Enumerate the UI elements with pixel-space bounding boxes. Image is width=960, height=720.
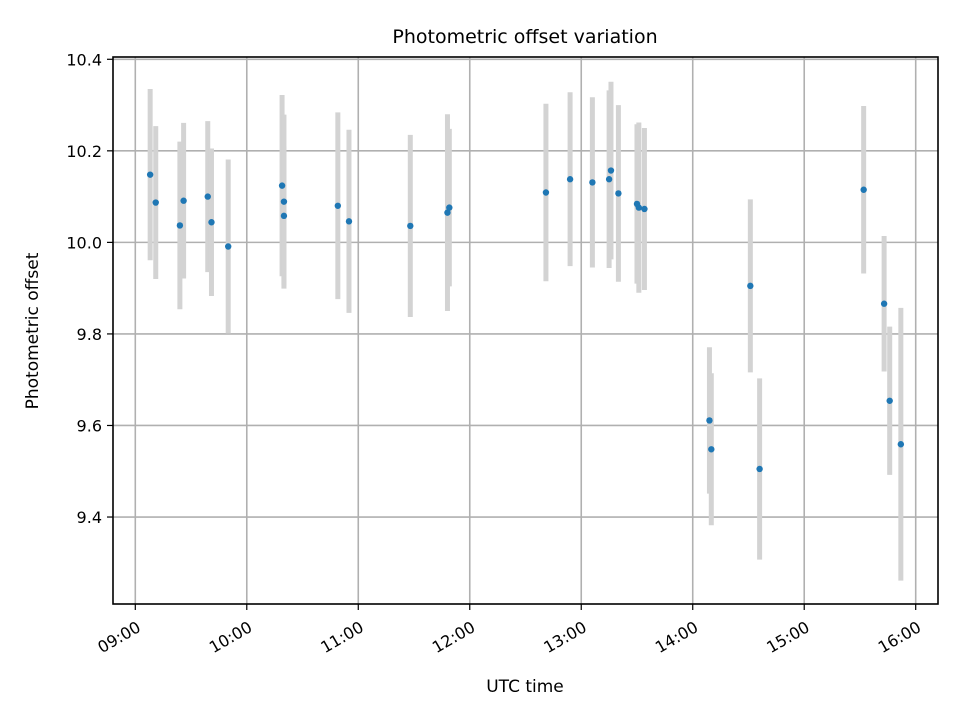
data-point — [278, 182, 286, 189]
data-point — [225, 243, 232, 250]
y-tick-label: 9.6 — [77, 416, 102, 435]
data-point — [897, 441, 905, 448]
data-point — [635, 204, 643, 211]
x-axis-label: UTC time — [486, 677, 564, 697]
data-point — [607, 167, 615, 174]
data-point — [566, 176, 574, 183]
data-point — [615, 190, 622, 197]
data-point — [334, 202, 342, 209]
chart-title: Photometric offset variation — [392, 26, 657, 48]
y-tick-label: 10.0 — [66, 233, 102, 252]
data-point — [747, 282, 754, 290]
data-point — [208, 219, 215, 226]
data-point — [542, 189, 550, 196]
data-point — [280, 212, 288, 220]
y-tick-label: 10.2 — [66, 142, 102, 161]
data-points — [146, 167, 905, 473]
y-tick-label: 10.4 — [66, 50, 102, 69]
y-tick-label: 9.4 — [77, 508, 102, 527]
data-point — [641, 205, 648, 213]
data-point — [180, 197, 187, 204]
plot-frame — [112, 56, 939, 605]
y-tick-label: 9.8 — [77, 325, 102, 344]
y-axis-label: Photometric offset — [23, 252, 43, 409]
data-point — [280, 198, 288, 205]
grid — [113, 57, 938, 604]
data-point — [605, 176, 613, 183]
data-point — [886, 397, 893, 404]
data-point — [152, 199, 159, 206]
data-point — [706, 417, 713, 424]
data-point — [407, 222, 414, 230]
data-point — [708, 446, 715, 453]
data-point — [146, 171, 154, 178]
data-point — [446, 204, 453, 211]
data-point — [880, 300, 888, 307]
data-point — [204, 193, 211, 200]
data-point — [444, 209, 451, 216]
data-point — [589, 179, 596, 186]
y-axis: 9.4 9.6 9.8 10.0 10.2 10.4 — [66, 50, 113, 527]
data-point — [756, 465, 763, 473]
data-point — [860, 186, 867, 193]
data-point — [345, 218, 353, 225]
data-point — [176, 222, 184, 229]
